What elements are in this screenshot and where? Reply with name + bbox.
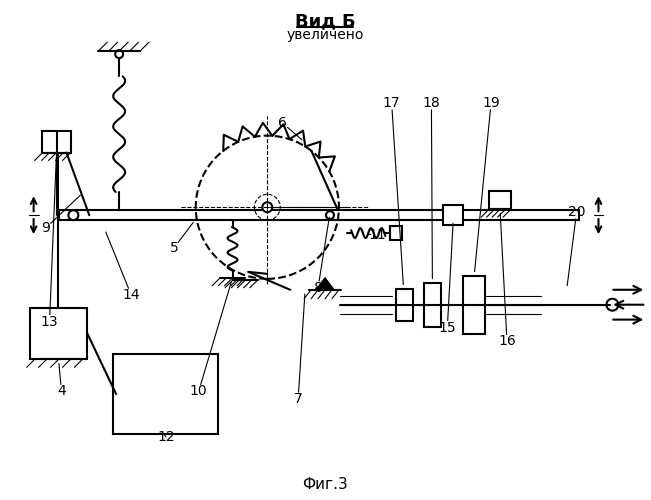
Text: 6: 6 [278, 116, 286, 130]
Bar [464, 276, 485, 334]
Text: Вид Б: Вид Б [295, 12, 355, 30]
Bar [113, 354, 217, 434]
Text: увеличено: увеличено [286, 28, 364, 42]
Bar [424, 283, 441, 327]
Text: 18: 18 [422, 96, 440, 110]
Text: 15: 15 [439, 320, 456, 334]
Text: 17: 17 [383, 96, 400, 110]
Text: 14: 14 [122, 288, 140, 302]
Text: 10: 10 [190, 384, 208, 398]
Text: 13: 13 [41, 314, 59, 328]
Text: 20: 20 [568, 205, 585, 219]
Text: Фиг.3: Фиг.3 [302, 477, 348, 492]
Bar [30, 308, 87, 360]
Bar [489, 192, 511, 209]
Bar [42, 130, 72, 152]
Text: 5: 5 [169, 241, 178, 255]
Text: 4: 4 [57, 384, 66, 398]
Text: 11: 11 [369, 228, 387, 242]
Bar [59, 210, 579, 220]
Text: 12: 12 [157, 430, 174, 444]
Bar [396, 289, 413, 320]
Bar [443, 205, 464, 225]
Bar [390, 226, 402, 240]
Circle shape [262, 202, 272, 212]
Text: 8: 8 [314, 281, 322, 295]
Polygon shape [316, 278, 334, 290]
Text: 19: 19 [482, 96, 500, 110]
Text: 9: 9 [41, 221, 50, 235]
Text: 7: 7 [294, 392, 303, 406]
Text: 16: 16 [498, 334, 516, 348]
